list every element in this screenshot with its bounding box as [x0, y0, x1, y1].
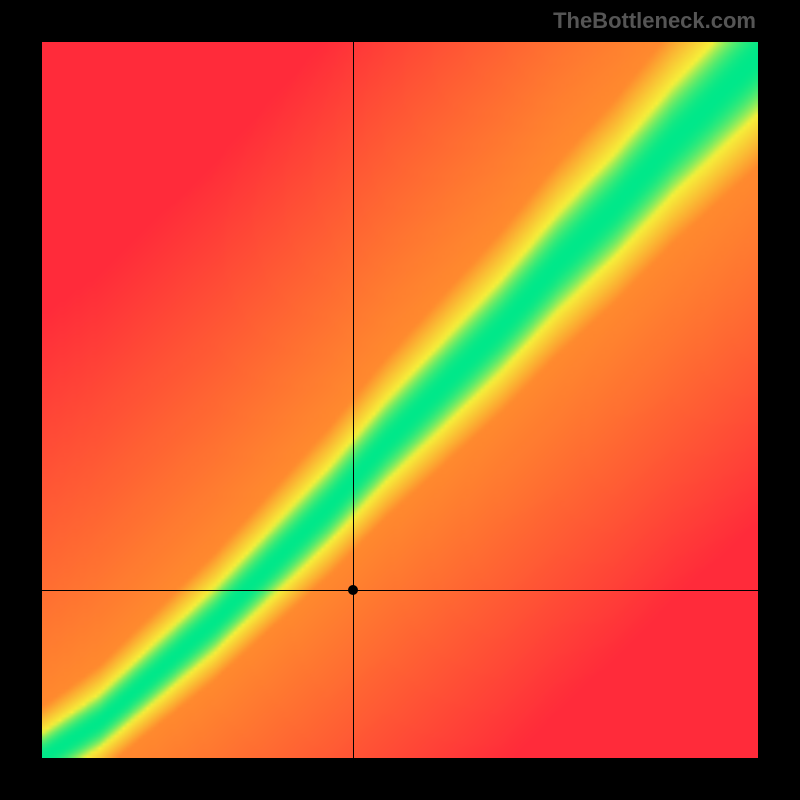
heatmap-canvas: [42, 42, 758, 758]
heatmap-plot: [42, 42, 758, 758]
crosshair-horizontal: [42, 590, 758, 591]
chart-container: TheBottleneck.com: [0, 0, 800, 800]
watermark-text: TheBottleneck.com: [553, 8, 756, 34]
crosshair-marker: [348, 585, 358, 595]
crosshair-vertical: [353, 42, 354, 758]
